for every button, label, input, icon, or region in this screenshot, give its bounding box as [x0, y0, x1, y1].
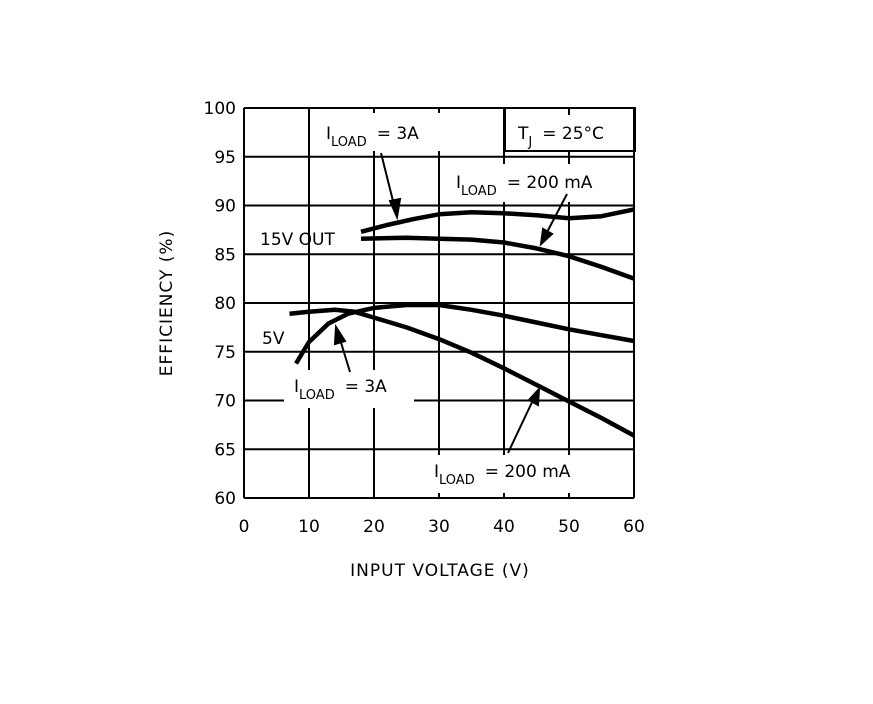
arrowhead-3a-top	[388, 197, 402, 221]
ann-tail: = 3A	[377, 124, 419, 144]
y-tick-label: 60	[214, 489, 236, 509]
x-tick-label: 40	[493, 517, 515, 537]
series-line-1	[360, 207, 635, 234]
annotation-iload-200ma-bottom: ILOAD = 200 mA	[434, 462, 571, 488]
ann-main: I	[294, 377, 299, 397]
label-bg-tj	[506, 115, 630, 151]
x-tick-label: 0	[239, 517, 250, 537]
x-tick-label: 60	[623, 517, 645, 537]
y-tick-label: 85	[214, 245, 236, 265]
series-group	[289, 207, 636, 438]
y-tick-label: 95	[214, 148, 236, 168]
arrow-200ma-bottom	[507, 397, 535, 454]
annotation-tj: TJ = 25°C	[517, 124, 604, 150]
annotation-15v-out: 15V OUT	[260, 230, 335, 250]
x-tick-label: 10	[298, 517, 320, 537]
arrowhead-200ma-top	[539, 227, 554, 247]
ann-tail: = 200 mA	[507, 173, 593, 193]
label-bg-200ma-top	[446, 164, 630, 202]
y-tick-label: 100	[204, 99, 236, 119]
tj-box	[504, 107, 636, 152]
ann-tail: = 25°C	[542, 124, 604, 144]
ann-tail: = 3A	[345, 377, 387, 397]
arrow-200ma-top	[544, 193, 568, 237]
arrowhead-3a-bottom	[333, 323, 347, 346]
ann-tail: = 200 mA	[485, 462, 571, 482]
y-tick-label: 75	[214, 343, 236, 363]
y-tick-label: 70	[214, 392, 236, 412]
arrowhead-200ma-bottom	[527, 386, 541, 407]
annotation-iload-200ma-top: ILOAD = 200 mA	[456, 173, 593, 199]
annotation-iload-3a-bottom: ILOAD = 3A	[294, 377, 387, 403]
y-tick-label: 90	[214, 197, 236, 217]
annotation-iload-3a-top: ILOAD = 3A	[326, 124, 419, 150]
ann-main: I	[456, 173, 461, 193]
y-tick-label: 80	[214, 294, 236, 314]
tick-labels: 0 10 20 30 40 50 60 100 95 90 85 80 75 70 65 60	[204, 99, 645, 537]
annotation-5v: 5V	[262, 329, 285, 349]
series-line-4	[289, 307, 636, 438]
annotation-arrows	[333, 152, 568, 454]
series-line-2	[360, 235, 635, 281]
x-axis-title: INPUT VOLTAGE (V)	[350, 561, 530, 581]
ann-main: T	[517, 124, 529, 144]
x-tick-label: 20	[363, 517, 385, 537]
ann-sub: LOAD	[461, 184, 497, 199]
x-tick-label: 30	[428, 517, 450, 537]
ann-main: I	[434, 462, 439, 482]
series-line-3	[294, 302, 635, 365]
label-bg-200ma-bottom	[424, 455, 614, 493]
y-tick-label: 65	[214, 440, 236, 460]
label-bg-3a-bottom	[284, 370, 414, 408]
ann-sub: LOAD	[439, 473, 475, 488]
y-axis-title: EFFICIENCY (%)	[157, 230, 177, 376]
x-tick-label: 50	[558, 517, 580, 537]
ann-main: I	[326, 124, 331, 144]
ann-sub: J	[527, 135, 532, 150]
ann-sub: LOAD	[299, 388, 335, 403]
ann-sub: LOAD	[331, 135, 367, 150]
label-bg-3a-top	[316, 113, 440, 151]
